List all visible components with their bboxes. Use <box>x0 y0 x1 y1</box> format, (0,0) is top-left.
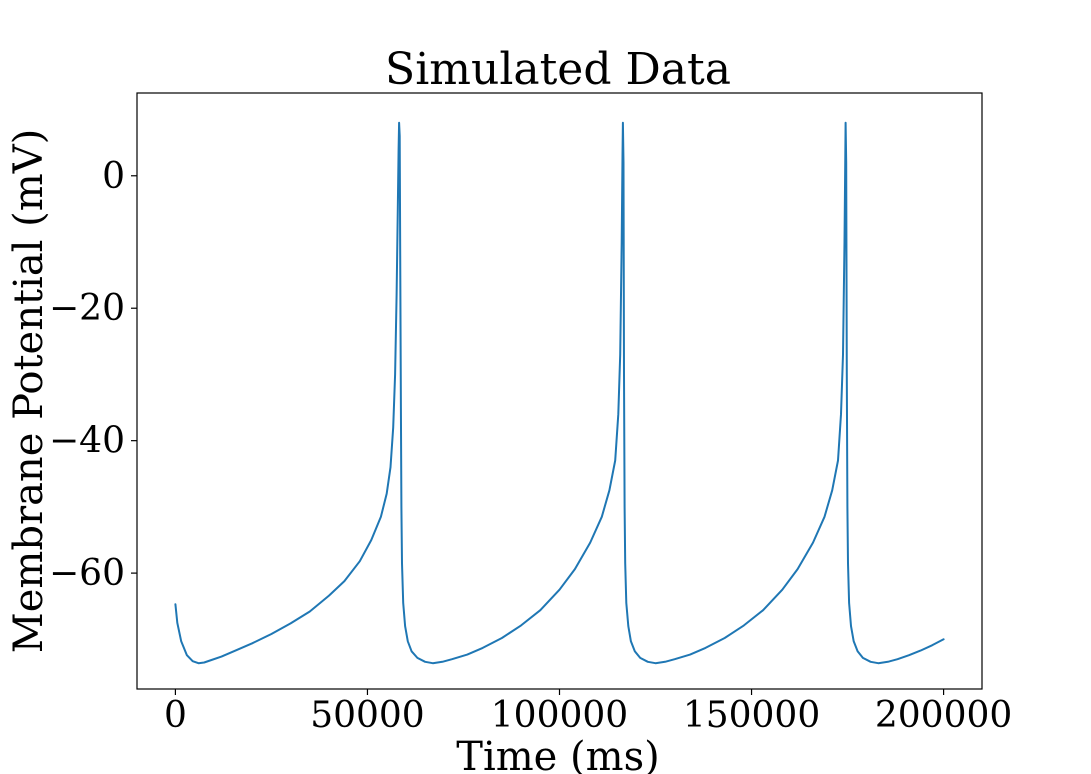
x-tick-label: 200000 <box>875 695 1012 736</box>
chart-title: Simulated Data <box>385 44 731 95</box>
y-tick-label: −40 <box>49 421 125 462</box>
y-axis-label: Membrane Potential (mV) <box>6 129 52 653</box>
y-tick-label: −60 <box>49 553 125 594</box>
x-axis-label: Time (ms) <box>456 734 659 774</box>
y-tick-label: −20 <box>49 288 125 329</box>
y-axis: 0 −20 −40 −60 <box>49 156 137 594</box>
x-tick-label: 150000 <box>683 695 820 736</box>
y-tick-label: 0 <box>102 156 125 197</box>
plot-area <box>136 92 983 690</box>
x-axis: 0 50000 100000 150000 200000 <box>164 689 1012 736</box>
x-tick-label: 100000 <box>491 695 628 736</box>
x-tick-label: 50000 <box>310 695 425 736</box>
x-tick-label: 0 <box>164 695 187 736</box>
series-line <box>174 121 945 665</box>
